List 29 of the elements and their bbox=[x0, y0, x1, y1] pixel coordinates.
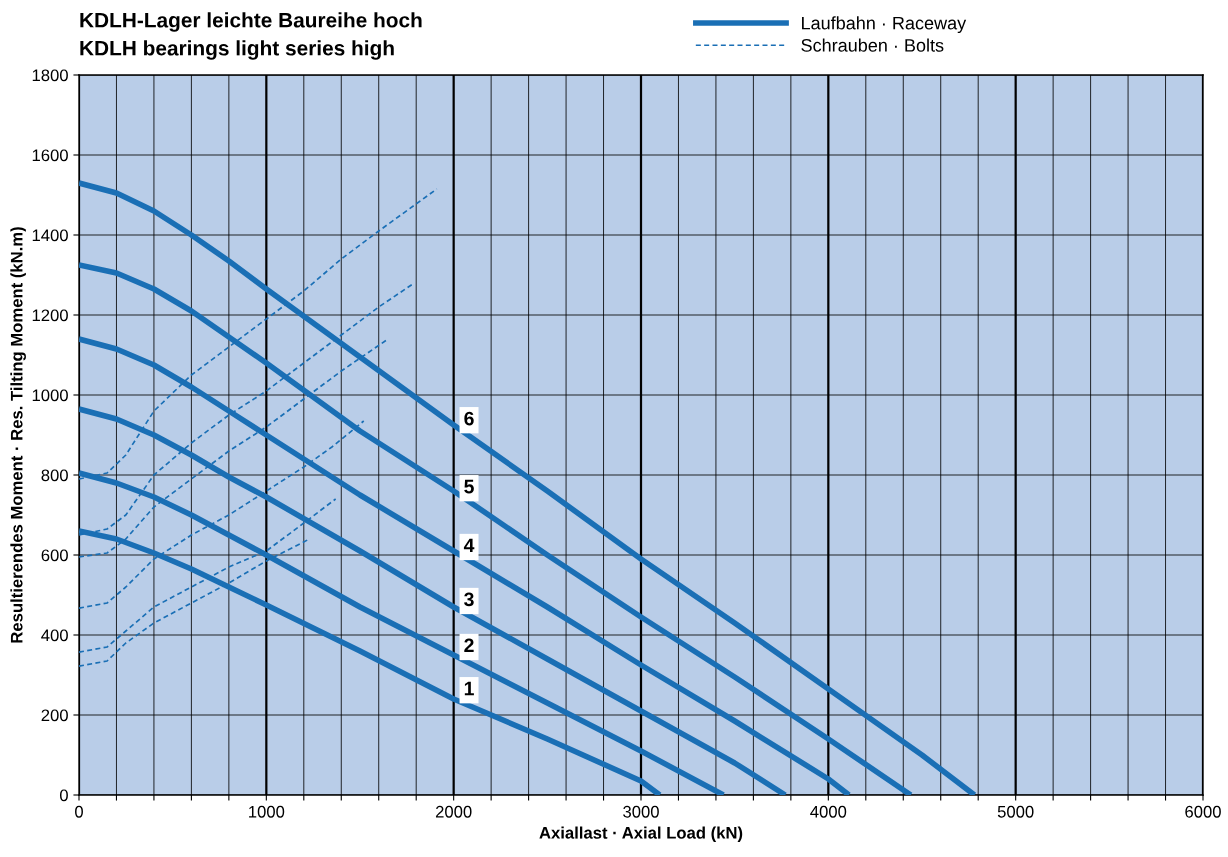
y-tick-label: 400 bbox=[41, 629, 68, 642]
y-tick-label: 800 bbox=[41, 469, 68, 482]
annotation: 2 bbox=[464, 638, 474, 653]
y-tick-label: 200 bbox=[41, 709, 68, 722]
y-axis-title: Resultierendes Moment · Res. Tilting Moment (kN.m) bbox=[10, 227, 26, 643]
x-tick-label: 4000 bbox=[810, 805, 847, 818]
annotation: 1 bbox=[464, 681, 474, 696]
y-tick-label: 1000 bbox=[32, 389, 68, 402]
legend-label: Schrauben · Bolts bbox=[801, 38, 944, 52]
annotation: 6 bbox=[464, 411, 474, 426]
x-tick-label: 5000 bbox=[997, 805, 1034, 818]
x-axis-title: Axiallast · Axial Load (kN) bbox=[539, 826, 743, 843]
annotation: 3 bbox=[464, 592, 474, 607]
chart-subtitle: KDLH bearings light series high bbox=[80, 40, 394, 60]
legend-label: Laufbahn · Raceway bbox=[802, 16, 967, 34]
chart-title: KDLH-Lager leichte Baureihe hoch bbox=[80, 12, 422, 32]
annotation: 5 bbox=[464, 479, 474, 494]
y-tick-label: 1400 bbox=[32, 229, 68, 242]
y-tick-label: 1200 bbox=[32, 309, 68, 322]
x-tick-label: 6000 bbox=[1185, 805, 1221, 818]
x-tick-label: 0 bbox=[75, 805, 83, 818]
y-tick-label: 0 bbox=[59, 789, 68, 802]
annotation: 4 bbox=[463, 538, 475, 553]
x-tick-label: 3000 bbox=[623, 805, 659, 818]
y-tick-label: 600 bbox=[41, 549, 68, 562]
x-tick-label: 1000 bbox=[249, 805, 285, 818]
x-tick-label: 2000 bbox=[435, 805, 472, 818]
y-tick-label: 1800 bbox=[32, 69, 68, 82]
y-tick-label: 1600 bbox=[32, 149, 68, 162]
